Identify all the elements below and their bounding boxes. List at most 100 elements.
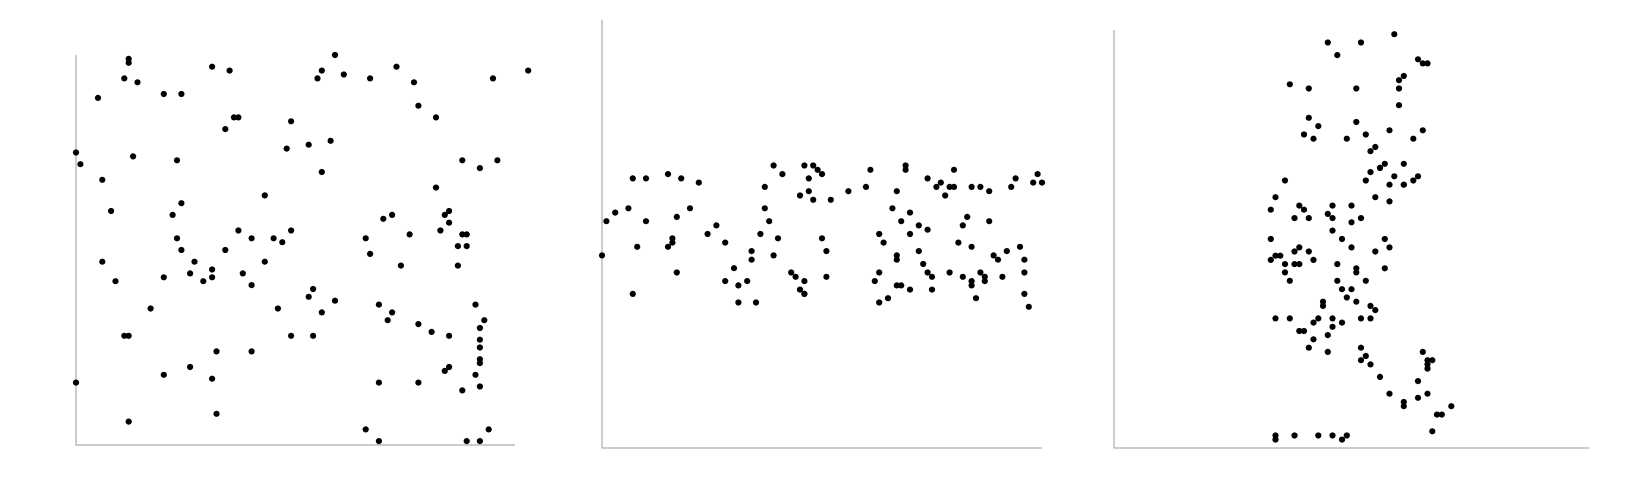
data-point <box>213 348 220 355</box>
data-point <box>1433 411 1441 418</box>
data-point <box>454 243 461 250</box>
data-point <box>902 162 909 169</box>
data-point <box>986 218 993 225</box>
data-point <box>1300 206 1308 213</box>
data-point <box>1300 327 1308 335</box>
data-point <box>1267 235 1274 243</box>
data-point <box>1395 102 1403 109</box>
data-point <box>476 165 483 172</box>
data-point <box>629 290 636 297</box>
data-point <box>1348 219 1355 226</box>
data-point <box>884 295 892 302</box>
data-point <box>827 196 834 203</box>
data-point <box>200 278 207 285</box>
data-point <box>805 175 812 182</box>
data-point <box>248 282 255 289</box>
data-point <box>1395 85 1403 92</box>
data-point <box>1334 277 1341 284</box>
data-point <box>209 274 216 281</box>
data-point <box>757 230 764 238</box>
data-point <box>389 309 396 316</box>
data-point <box>331 51 339 59</box>
data-point <box>288 118 295 125</box>
data-point <box>880 239 887 246</box>
data-point <box>902 166 909 173</box>
data-point <box>1329 227 1336 234</box>
data-point <box>748 256 755 263</box>
data-point <box>1348 202 1355 209</box>
data-point <box>432 114 440 121</box>
data-point <box>744 278 751 285</box>
data-point <box>906 209 914 216</box>
data-point <box>1315 123 1322 130</box>
data-point <box>1386 181 1393 188</box>
data-point <box>494 157 501 164</box>
data-point <box>1319 298 1327 305</box>
data-point <box>1296 244 1303 251</box>
data-point <box>1343 135 1350 142</box>
data-point <box>1034 171 1041 178</box>
data-point <box>1324 39 1331 46</box>
data-point <box>1381 160 1388 167</box>
data-point <box>279 239 286 246</box>
data-point <box>1016 243 1024 250</box>
data-point <box>173 157 181 164</box>
data-point <box>1367 361 1374 368</box>
data-point <box>1372 194 1379 201</box>
data-point <box>1310 256 1317 263</box>
data-point <box>112 278 119 285</box>
data-point <box>1419 60 1426 67</box>
data-point <box>801 162 808 169</box>
data-point <box>1400 181 1407 188</box>
data-point <box>288 332 295 339</box>
data-point <box>1291 215 1298 222</box>
data-point <box>1362 352 1369 360</box>
data-point <box>375 379 382 386</box>
data-point <box>612 209 619 216</box>
data-point <box>1305 215 1312 222</box>
data-point <box>664 171 672 178</box>
data-point <box>1448 403 1455 410</box>
data-point <box>428 328 435 335</box>
data-point <box>178 246 185 254</box>
scatter-panel-2 <box>598 20 1046 449</box>
data-point <box>235 227 242 234</box>
data-point <box>924 226 931 233</box>
data-point <box>1362 131 1369 138</box>
data-point <box>1343 432 1350 439</box>
data-point <box>981 278 988 285</box>
data-point <box>642 175 650 182</box>
data-point <box>1310 336 1317 343</box>
data-point <box>1324 332 1331 339</box>
data-point <box>222 246 229 254</box>
data-point <box>454 262 461 269</box>
data-point <box>1367 315 1374 322</box>
data-point <box>375 438 382 445</box>
data-point <box>876 269 883 276</box>
data-point <box>178 200 185 207</box>
data-point <box>933 183 940 190</box>
data-point <box>1329 432 1336 439</box>
data-point <box>380 215 387 222</box>
data-point <box>625 205 632 212</box>
data-point <box>876 230 883 238</box>
data-point <box>248 348 255 355</box>
data-point <box>889 205 896 212</box>
data-point <box>1395 77 1403 84</box>
data-point <box>1329 315 1336 322</box>
data-point <box>1362 177 1369 184</box>
data-point <box>977 183 984 190</box>
data-point <box>805 188 812 195</box>
data-point <box>1324 348 1331 355</box>
data-point <box>187 363 194 371</box>
data-point <box>1386 198 1393 205</box>
data-point <box>867 166 874 173</box>
data-point <box>1348 244 1355 251</box>
data-point <box>959 273 966 280</box>
data-point <box>722 278 729 285</box>
data-point <box>1329 323 1336 330</box>
data-point <box>1286 315 1293 322</box>
data-point <box>748 248 755 255</box>
data-point <box>446 219 453 226</box>
data-point <box>1353 298 1360 305</box>
